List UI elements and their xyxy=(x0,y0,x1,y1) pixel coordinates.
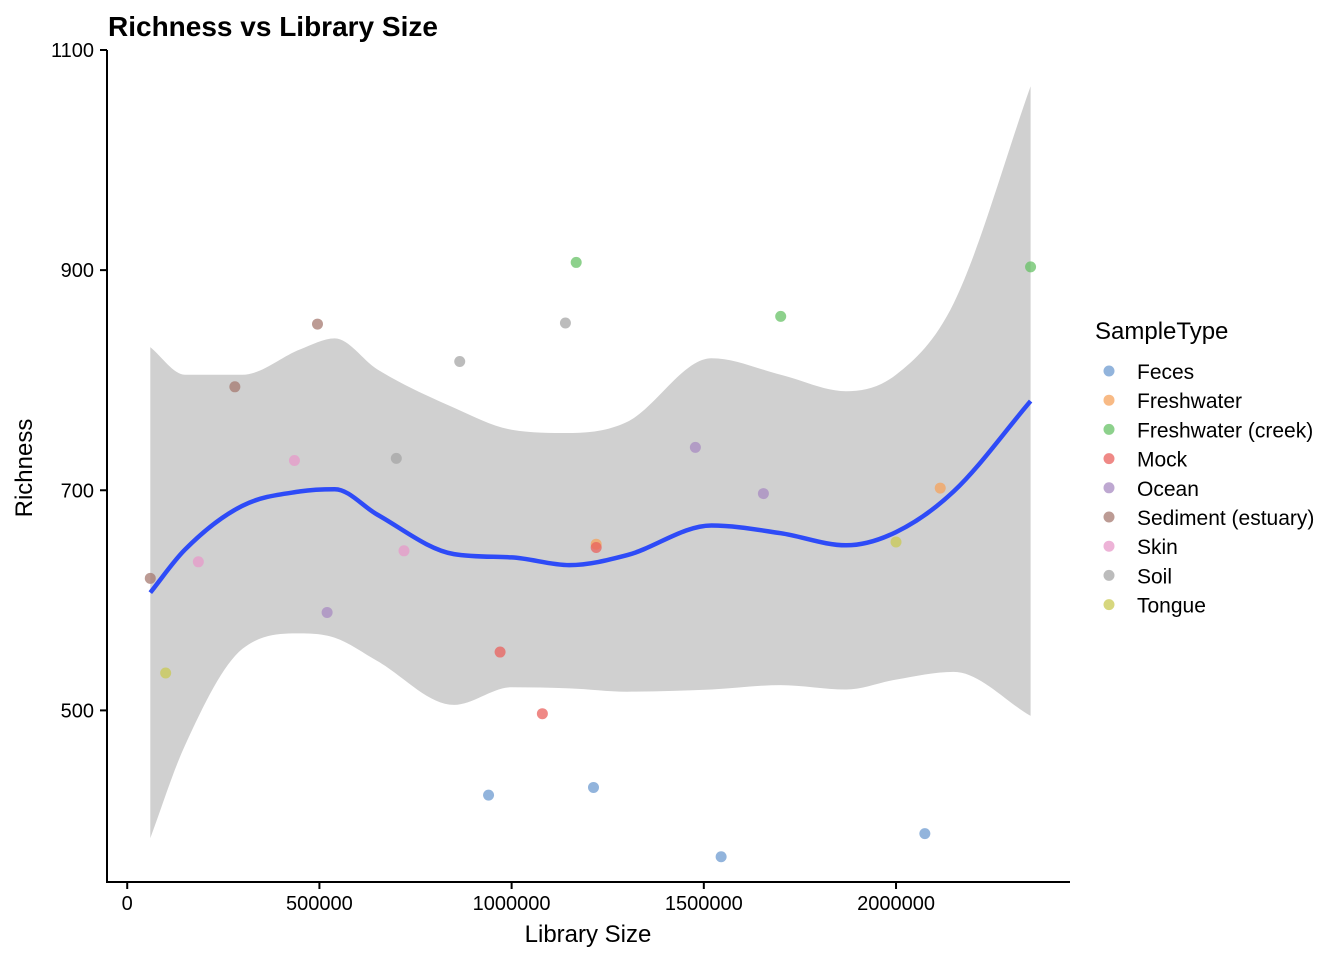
y-tick-label: 1100 xyxy=(51,40,94,62)
x-axis-ticks: 0 500000 1000000 1500000 2000000 xyxy=(122,882,935,915)
data-point xyxy=(229,381,241,393)
data-point xyxy=(689,441,701,453)
x-tick-label: 2000000 xyxy=(857,893,935,915)
data-point xyxy=(321,606,333,618)
legend-label: Soil xyxy=(1137,565,1172,588)
data-point xyxy=(570,256,582,268)
data-point xyxy=(454,355,466,367)
x-tick-label: 1500000 xyxy=(665,893,743,915)
data-point xyxy=(494,646,506,658)
legend-label: Freshwater xyxy=(1137,390,1242,413)
confidence-band xyxy=(150,86,1031,839)
data-point xyxy=(590,541,602,553)
data-point xyxy=(311,318,323,330)
data-point xyxy=(559,317,571,329)
y-tick-label: 900 xyxy=(61,260,94,282)
legend-label: Freshwater (creek) xyxy=(1137,419,1313,442)
y-tick-label: 700 xyxy=(61,480,94,502)
legend-key xyxy=(1103,511,1115,523)
data-point xyxy=(919,828,931,840)
data-point xyxy=(398,545,410,557)
data-point xyxy=(757,488,769,500)
legend-key xyxy=(1103,394,1115,406)
legend-label: Tongue xyxy=(1137,595,1206,618)
legend-key xyxy=(1103,423,1115,435)
legend-label: Sediment (estuary) xyxy=(1137,507,1314,530)
data-point xyxy=(160,667,172,679)
data-point xyxy=(288,455,300,467)
y-axis-title: Richness xyxy=(11,419,38,518)
data-point xyxy=(587,781,599,793)
data-point xyxy=(192,556,204,568)
smooth-line xyxy=(148,399,1033,595)
data-point xyxy=(934,482,946,494)
y-axis-ticks: 500 700 900 1100 xyxy=(51,40,107,722)
data-point xyxy=(890,536,902,548)
data-point xyxy=(483,789,495,801)
data-point xyxy=(144,572,156,584)
legend-title: SampleType xyxy=(1095,318,1228,345)
x-tick-label: 1000000 xyxy=(473,893,551,915)
y-tick-label: 500 xyxy=(61,700,94,722)
data-point xyxy=(1025,261,1037,273)
x-axis-title: Library Size xyxy=(525,921,652,948)
data-point xyxy=(536,708,548,720)
legend-label: Feces xyxy=(1137,361,1194,384)
data-point xyxy=(390,452,402,464)
x-tick-label: 500000 xyxy=(286,893,353,915)
legend-key xyxy=(1103,599,1115,611)
legend-key xyxy=(1103,569,1115,581)
legend-key xyxy=(1103,453,1115,465)
legend-key xyxy=(1103,482,1115,494)
legend: SampleType Feces Freshwater Freshwater (cr… xyxy=(1095,318,1314,618)
legend-label: Ocean xyxy=(1137,478,1199,501)
chart-title: Richness vs Library Size xyxy=(108,11,438,42)
legend-key xyxy=(1103,365,1115,377)
legend-label: Mock xyxy=(1137,449,1188,472)
x-tick-label: 0 xyxy=(122,893,133,915)
plot-area xyxy=(144,86,1037,863)
legend-label: Skin xyxy=(1137,536,1178,559)
data-point xyxy=(715,851,727,863)
legend-key xyxy=(1103,540,1115,552)
data-point xyxy=(775,310,787,322)
